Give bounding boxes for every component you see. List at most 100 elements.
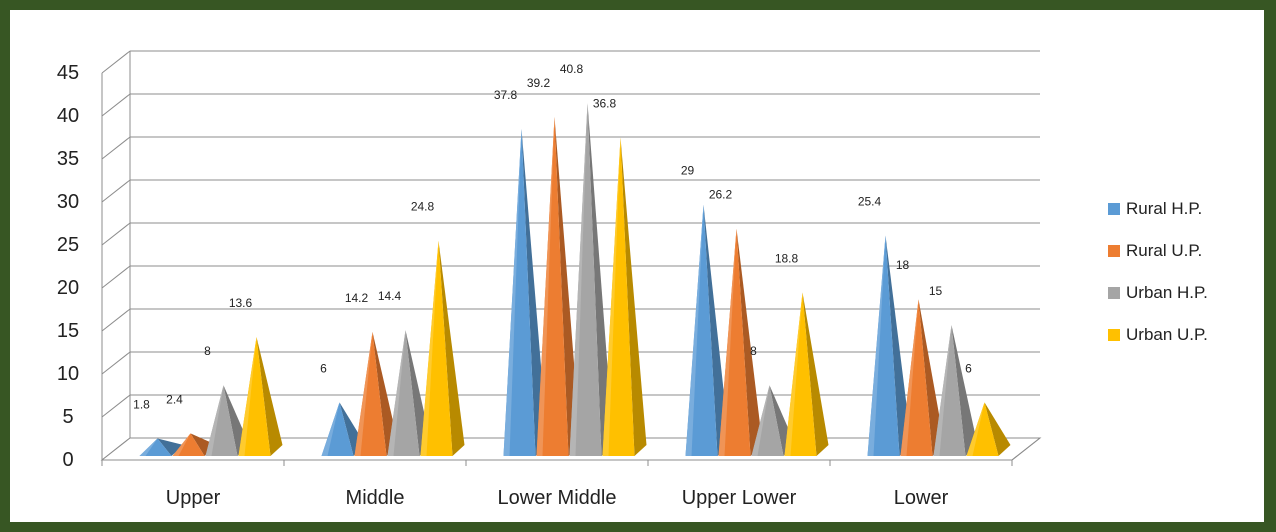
y-tick-label: 10 — [57, 363, 79, 385]
gridline-side — [101, 50, 131, 74]
data-label: 26.2 — [709, 188, 733, 202]
y-tick-label: 25 — [57, 234, 79, 256]
bar — [569, 103, 614, 457]
gridline-side — [101, 93, 131, 117]
data-label: 18.8 — [775, 251, 799, 265]
legend-label: Rural U.P. — [1126, 241, 1203, 260]
bar — [238, 337, 283, 456]
data-label: 8 — [204, 344, 211, 358]
x-tick-label: Middle — [346, 487, 405, 509]
bar-highlight — [139, 438, 158, 456]
y-tick-label: 15 — [57, 320, 79, 342]
bar-highlight — [172, 433, 191, 456]
data-label: 14.4 — [378, 289, 402, 303]
y-tick-label: 20 — [57, 277, 79, 299]
bar-highlight — [718, 228, 737, 456]
bar-highlight — [536, 116, 555, 456]
bar-side-face — [918, 299, 945, 456]
bar-highlight — [321, 402, 340, 456]
gridline-side — [101, 136, 131, 160]
data-label: 18 — [896, 258, 910, 272]
bar-highlight — [685, 204, 704, 456]
bar — [933, 325, 978, 456]
bar-side-face — [703, 204, 730, 456]
bar — [966, 402, 1011, 456]
bar-highlight — [569, 103, 588, 457]
bar-highlight — [933, 325, 952, 456]
data-label: 29 — [681, 164, 695, 178]
legend-item: Rural H.P. — [1108, 188, 1208, 230]
data-label: 15 — [929, 284, 943, 298]
bar-highlight — [900, 299, 919, 456]
gridline-side — [101, 351, 131, 375]
gridline-side — [101, 222, 131, 246]
chart-svg: 0 5 10 15 20 25 30 35 40 45 Upper Middle Lower Middl… — [57, 50, 1042, 509]
legend-swatch — [1108, 329, 1120, 341]
bar — [718, 228, 763, 456]
bar-highlight — [205, 385, 224, 456]
bar-highlight — [354, 331, 373, 456]
data-label: 24.8 — [411, 200, 435, 214]
gridline-side — [101, 394, 131, 418]
legend-swatch — [1108, 245, 1120, 257]
bar-highlight — [784, 292, 803, 456]
legend-item: Urban U.P. — [1108, 314, 1208, 356]
data-label: 2.4 — [166, 392, 183, 406]
x-tick-label: Lower Middle — [498, 487, 617, 509]
data-label: 14.2 — [345, 291, 369, 305]
gridline-side — [101, 179, 131, 203]
legend-item: Rural U.P. — [1108, 230, 1208, 272]
y-tick-label: 35 — [57, 148, 79, 170]
data-label: 13.6 — [229, 296, 253, 310]
y-tick-label: 40 — [57, 105, 79, 127]
bar-side-face — [256, 337, 283, 456]
x-tick-label: Lower — [894, 487, 949, 509]
data-label: 36.8 — [593, 97, 617, 111]
bar — [139, 438, 184, 456]
bar-side-face — [951, 325, 978, 456]
bar-side-face — [984, 402, 1011, 456]
data-label: 39.2 — [527, 76, 551, 90]
bar-highlight — [966, 402, 985, 456]
bar — [685, 204, 730, 456]
bar-side-face — [157, 438, 184, 456]
legend-item: Urban H.P. — [1108, 272, 1208, 314]
gridline-side — [101, 308, 131, 332]
data-labels: 1.8 2.4 8 13.6 6 14.2 14.4 24.8 37.8 39.2 40.8 36.8… — [133, 62, 972, 411]
bars — [139, 103, 1011, 457]
bar-highlight — [420, 240, 439, 456]
gridline-side — [101, 265, 131, 289]
legend-label: Urban H.P. — [1126, 283, 1208, 302]
bar — [602, 137, 647, 456]
y-tick-label: 5 — [62, 406, 73, 428]
y-tick-label: 45 — [57, 62, 79, 84]
data-label: 25.4 — [858, 195, 882, 209]
bar-side-face — [802, 292, 829, 456]
data-label: 6 — [965, 361, 972, 375]
data-label: 1.8 — [133, 398, 150, 412]
bar — [900, 299, 945, 456]
bar-highlight — [751, 385, 770, 456]
bar-side-face — [587, 103, 614, 457]
bar-highlight — [602, 137, 621, 456]
floor-edge — [1011, 437, 1041, 461]
bar-highlight — [238, 337, 257, 456]
data-label: 6 — [320, 361, 327, 375]
bar-side-face — [620, 137, 647, 456]
bar-highlight — [387, 330, 406, 456]
y-tick-label: 0 — [62, 449, 73, 471]
data-label: 37.8 — [494, 88, 518, 102]
y-tick-label: 30 — [57, 191, 79, 213]
x-tick-label: Upper Lower — [682, 487, 797, 509]
bar-side-face — [885, 235, 912, 456]
bar-side-face — [736, 228, 763, 456]
legend-label: Rural H.P. — [1126, 199, 1203, 218]
data-label: 8 — [750, 344, 757, 358]
bar — [784, 292, 829, 456]
legend-swatch — [1108, 203, 1120, 215]
chart-frame: 0 5 10 15 20 25 30 35 40 45 Upper Middle Lower Middl… — [10, 10, 1264, 522]
bar — [420, 240, 465, 456]
x-tick-label: Upper — [166, 487, 221, 509]
bar — [867, 235, 912, 456]
legend: Rural H.P. Rural U.P. Urban H.P. Urban U.P. — [1108, 188, 1208, 356]
